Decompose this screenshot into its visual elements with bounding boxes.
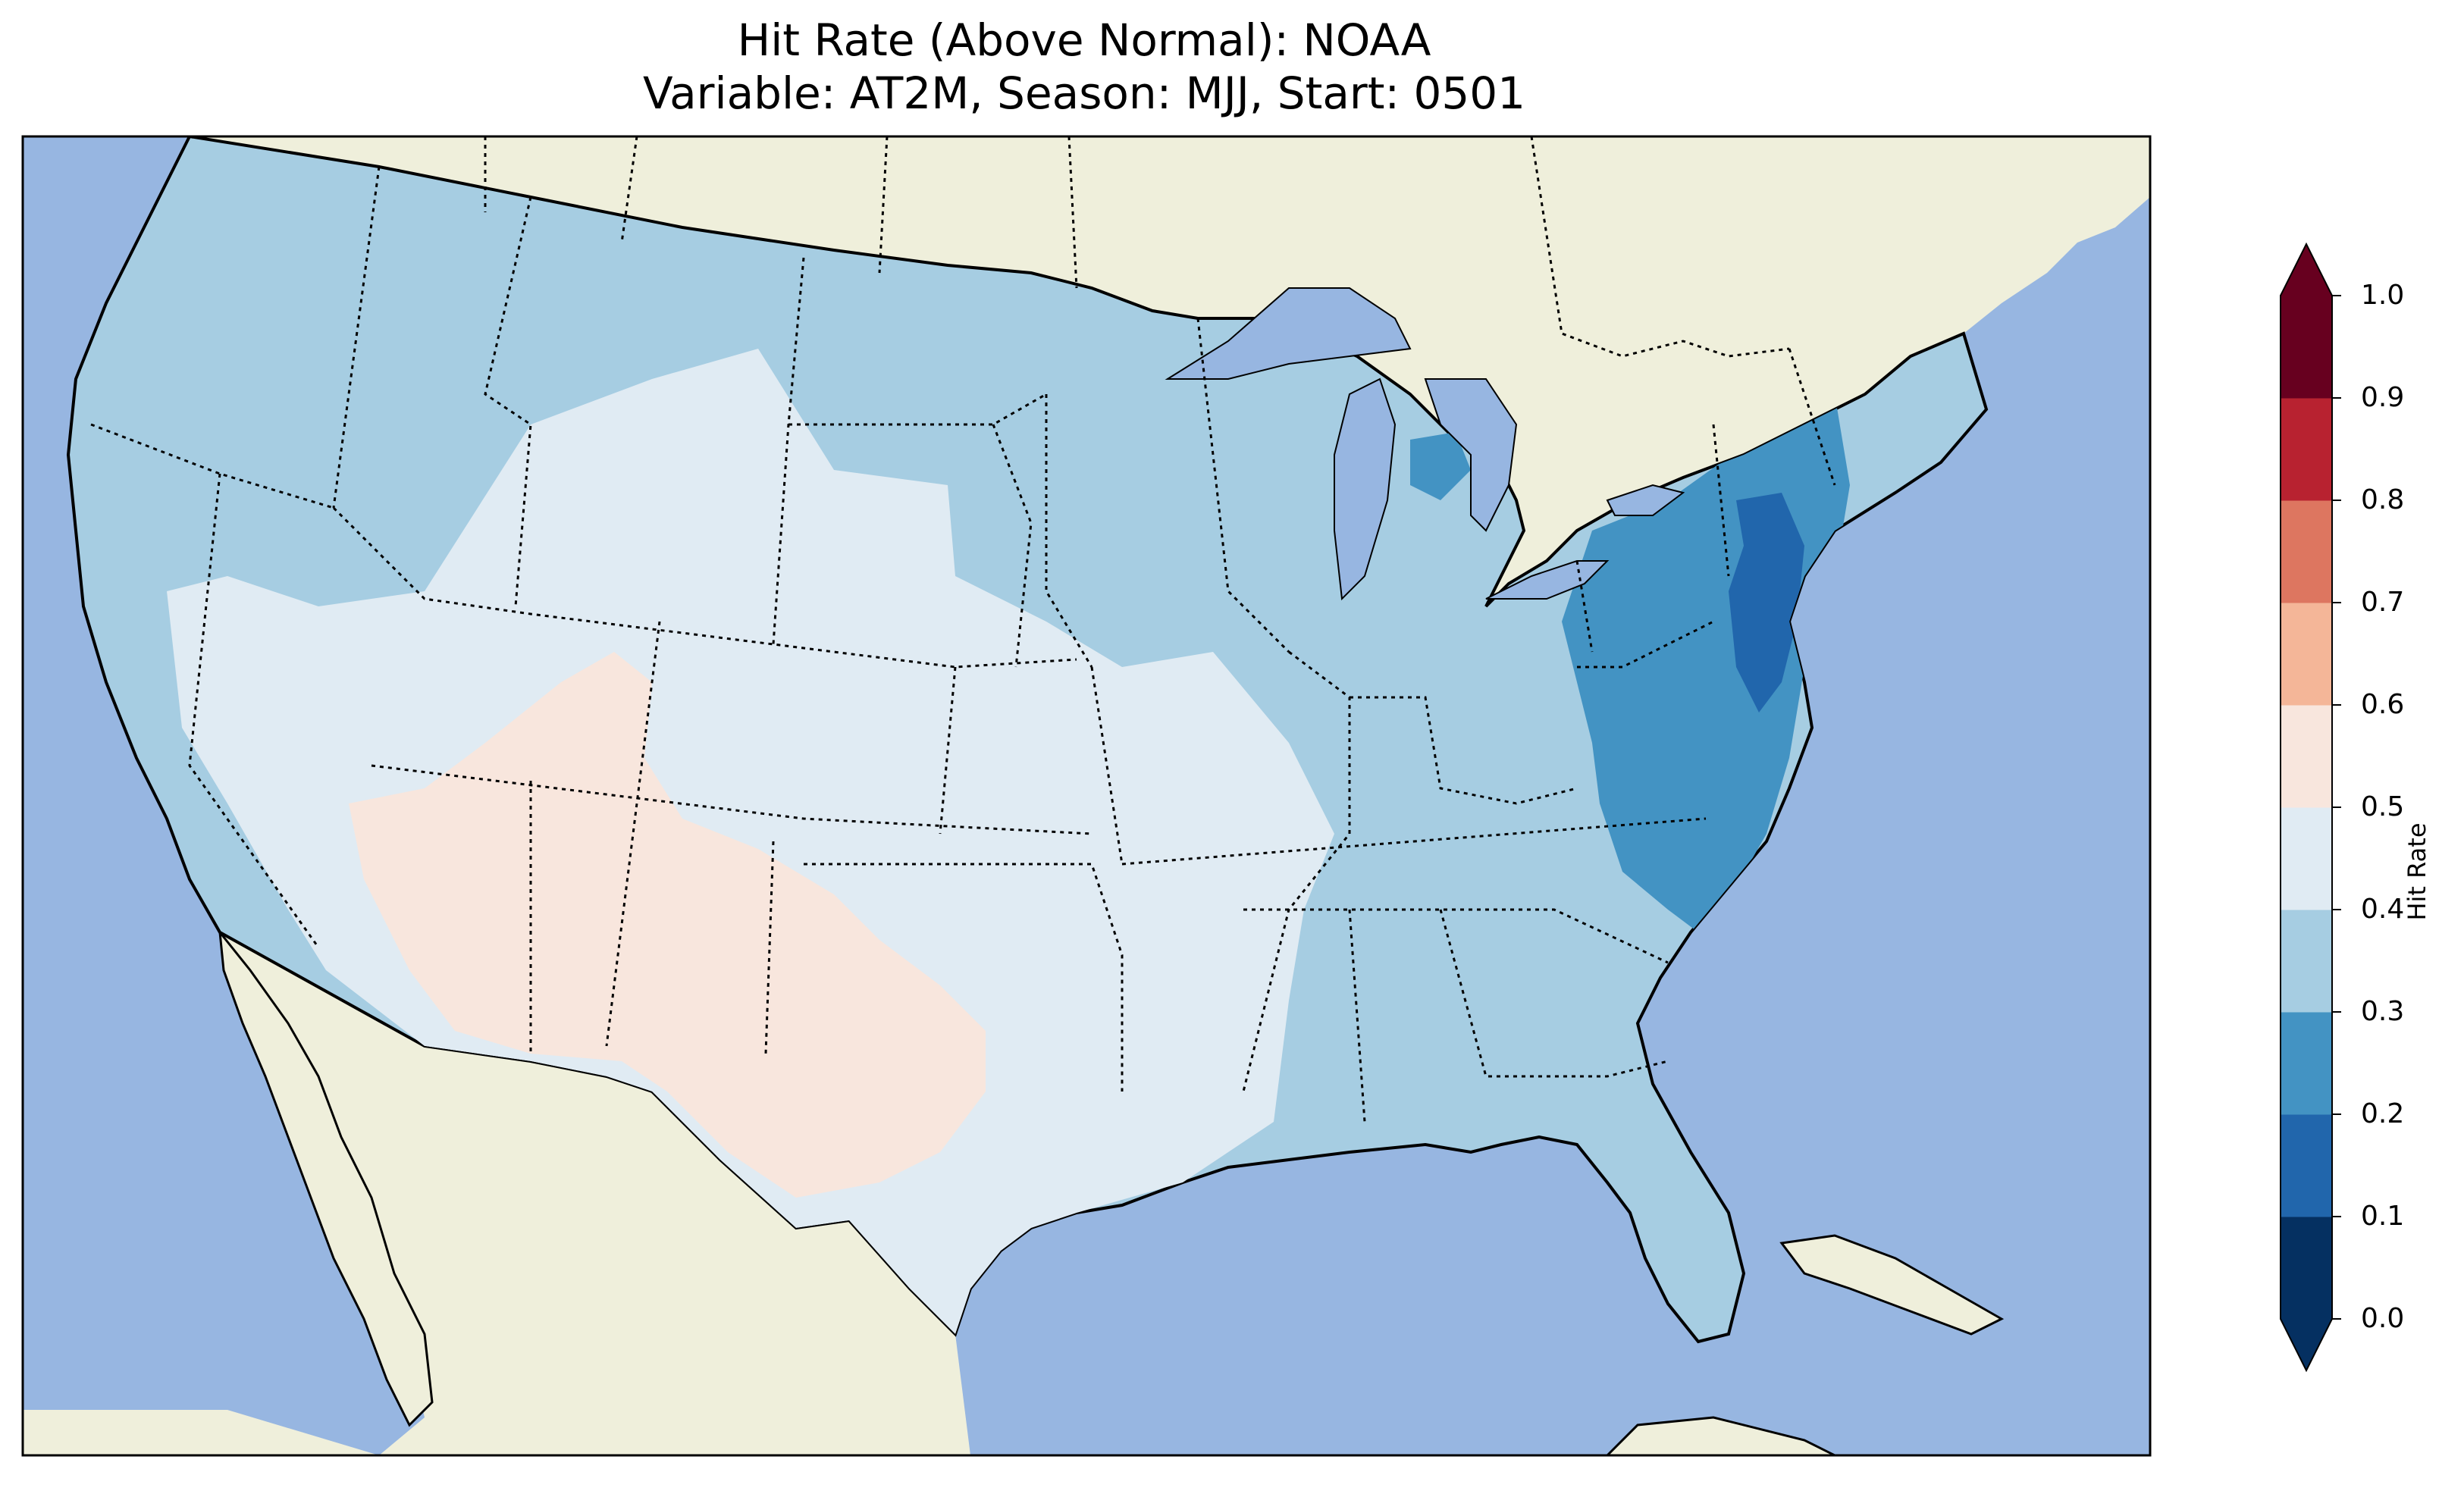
yucatan-land xyxy=(1605,1416,1835,1455)
colorbar-tick-label: 0.7 xyxy=(2361,587,2405,618)
colorbar-tick-label: 0.3 xyxy=(2361,996,2405,1027)
colorbar-bin-9 xyxy=(2281,296,2332,399)
colorbar-label: Hit Rate xyxy=(2403,822,2431,921)
hit-rate-bin-0.4-0.5 xyxy=(167,349,1334,1334)
hit-rate-field xyxy=(167,349,1850,1334)
hit-rate-bin-0.5-0.6 xyxy=(349,652,986,1198)
canada-land xyxy=(23,136,2150,606)
hit-rate-bin-0.2-0.3-michigan xyxy=(1410,432,1471,500)
lake-michigan xyxy=(1334,377,1397,601)
colorbar-bin-0 xyxy=(2281,1217,2332,1320)
map-title-line-2: Variable: AT2M, Season: MJJ, Start: 0501 xyxy=(642,67,1526,119)
colorbar-bin-8 xyxy=(2281,398,2332,501)
colorbar-tick-label: 0.4 xyxy=(2361,894,2405,925)
lake-superior xyxy=(1165,287,1412,380)
colorbar-bin-2 xyxy=(2281,1012,2332,1115)
mexico-land xyxy=(23,932,970,1455)
cuba-island xyxy=(1779,1234,2005,1336)
lake-ontario xyxy=(1606,484,1685,516)
state-borders xyxy=(90,166,1836,1123)
colorbar-extend-min xyxy=(2281,1319,2332,1370)
colorbar-tick-label: 0.2 xyxy=(2361,1098,2405,1129)
lake-huron xyxy=(1424,378,1518,532)
colorbar-bin-5 xyxy=(2281,705,2332,808)
colorbar-bin-3 xyxy=(2281,910,2332,1013)
colorbar-tick-label: 0.8 xyxy=(2361,484,2405,515)
colorbar xyxy=(2280,242,2341,1373)
map-title-line-1: Hit Rate (Above Normal): NOAA xyxy=(737,14,1431,66)
map-panel xyxy=(23,136,2150,1455)
great-lakes xyxy=(1165,287,1685,601)
canada-borders xyxy=(484,136,1790,358)
colorbar-tick-label: 0.0 xyxy=(2361,1303,2405,1334)
colorbar-tick-label: 0.9 xyxy=(2361,382,2405,413)
colorbar-extend-max xyxy=(2281,244,2332,296)
colorbar-tick-label: 0.1 xyxy=(2361,1201,2405,1232)
colorbar-bin-4 xyxy=(2281,807,2332,910)
colorbar-tick-label: 0.5 xyxy=(2361,791,2405,822)
baja-peninsula xyxy=(218,929,434,1427)
map-frame xyxy=(21,135,2152,1457)
colorbar-bin-7 xyxy=(2281,500,2332,603)
colorbar-tick-label: 0.6 xyxy=(2361,689,2405,720)
colorbar-tick-label: 1.0 xyxy=(2361,280,2405,311)
colorbar-bin-6 xyxy=(2281,603,2332,706)
colorbar-bin-1 xyxy=(2281,1114,2332,1217)
hit-rate-bin-0.1-0.2 xyxy=(1729,493,1804,713)
lake-erie xyxy=(1485,560,1610,600)
